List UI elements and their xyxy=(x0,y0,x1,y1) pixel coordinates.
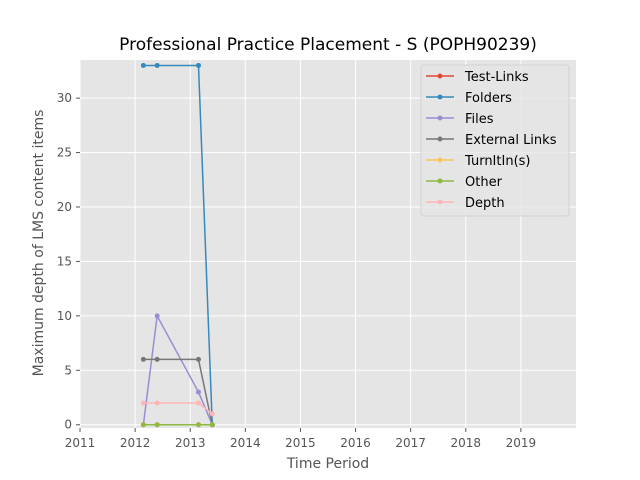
y-tick-label: 15 xyxy=(57,254,72,268)
legend-item: Other xyxy=(426,175,503,190)
x-tick-label: 2012 xyxy=(120,436,151,450)
x-tick-label: 2011 xyxy=(65,436,96,450)
x-tick-label: 2015 xyxy=(285,436,316,450)
data-point xyxy=(154,422,160,428)
y-tick-label: 10 xyxy=(57,309,72,323)
data-point xyxy=(140,62,146,68)
legend-item: Depth xyxy=(426,196,505,211)
x-tick-label: 2017 xyxy=(395,436,426,450)
data-point xyxy=(209,422,215,428)
legend: Test-Links Folders Files External Links Turn… xyxy=(420,64,570,217)
x-axis-label: Time Period xyxy=(286,456,369,472)
legend-marker xyxy=(437,157,443,163)
data-point xyxy=(209,411,215,417)
legend-label: TurnItIn(s) xyxy=(464,154,530,169)
y-axis-label: Maximum depth of LMS content items xyxy=(31,110,47,377)
legend-label: Folders xyxy=(465,91,512,106)
x-tick-label: 2019 xyxy=(506,436,537,450)
series-line xyxy=(143,402,213,415)
legend-box xyxy=(420,64,570,217)
y-tick-label: 25 xyxy=(57,146,72,160)
axes: 2011 2012 2013 2014 2015 2016 2017 2018 20190510… xyxy=(57,91,536,450)
legend-label: External Links xyxy=(465,133,557,148)
legend-marker xyxy=(437,199,443,205)
data-point xyxy=(154,356,160,362)
y-tick-label: 0 xyxy=(64,418,72,432)
legend-marker xyxy=(437,136,443,142)
data-point xyxy=(195,62,201,68)
legend-marker xyxy=(437,73,443,79)
series-layer xyxy=(140,62,215,428)
x-tick-label: 2018 xyxy=(451,436,482,450)
data-point xyxy=(195,389,201,395)
legend-item: Folders xyxy=(426,91,512,106)
data-point xyxy=(154,62,160,68)
data-point xyxy=(195,400,201,406)
series-depth xyxy=(140,400,215,417)
series-line xyxy=(143,358,214,425)
legend-marker xyxy=(437,178,443,184)
legend-item: Files xyxy=(426,112,494,127)
legend-label: Files xyxy=(465,112,494,127)
series-other xyxy=(140,422,215,428)
data-point xyxy=(154,400,160,406)
data-point xyxy=(154,313,160,319)
x-tick-label: 2013 xyxy=(175,436,206,450)
data-point xyxy=(140,356,146,362)
series-line xyxy=(143,64,214,425)
y-tick-label: 5 xyxy=(64,363,72,377)
chart-title: Professional Practice Placement - S (POP… xyxy=(119,35,537,55)
data-point xyxy=(195,422,201,428)
y-tick-label: 20 xyxy=(57,200,72,214)
legend-label: Other xyxy=(465,175,503,190)
legend-marker xyxy=(437,94,443,100)
legend-item: Test-Links xyxy=(426,70,529,85)
y-tick-label: 30 xyxy=(57,91,72,105)
legend-item: TurnItIn(s) xyxy=(426,154,530,169)
legend-label: Depth xyxy=(465,196,505,211)
x-tick-label: 2014 xyxy=(230,436,261,450)
legend-label: Test-Links xyxy=(464,70,529,85)
data-point xyxy=(140,422,146,428)
legend-marker xyxy=(437,115,443,121)
legend-item: External Links xyxy=(426,133,557,148)
x-tick-label: 2016 xyxy=(340,436,371,450)
data-point xyxy=(195,356,201,362)
data-point xyxy=(140,400,146,406)
